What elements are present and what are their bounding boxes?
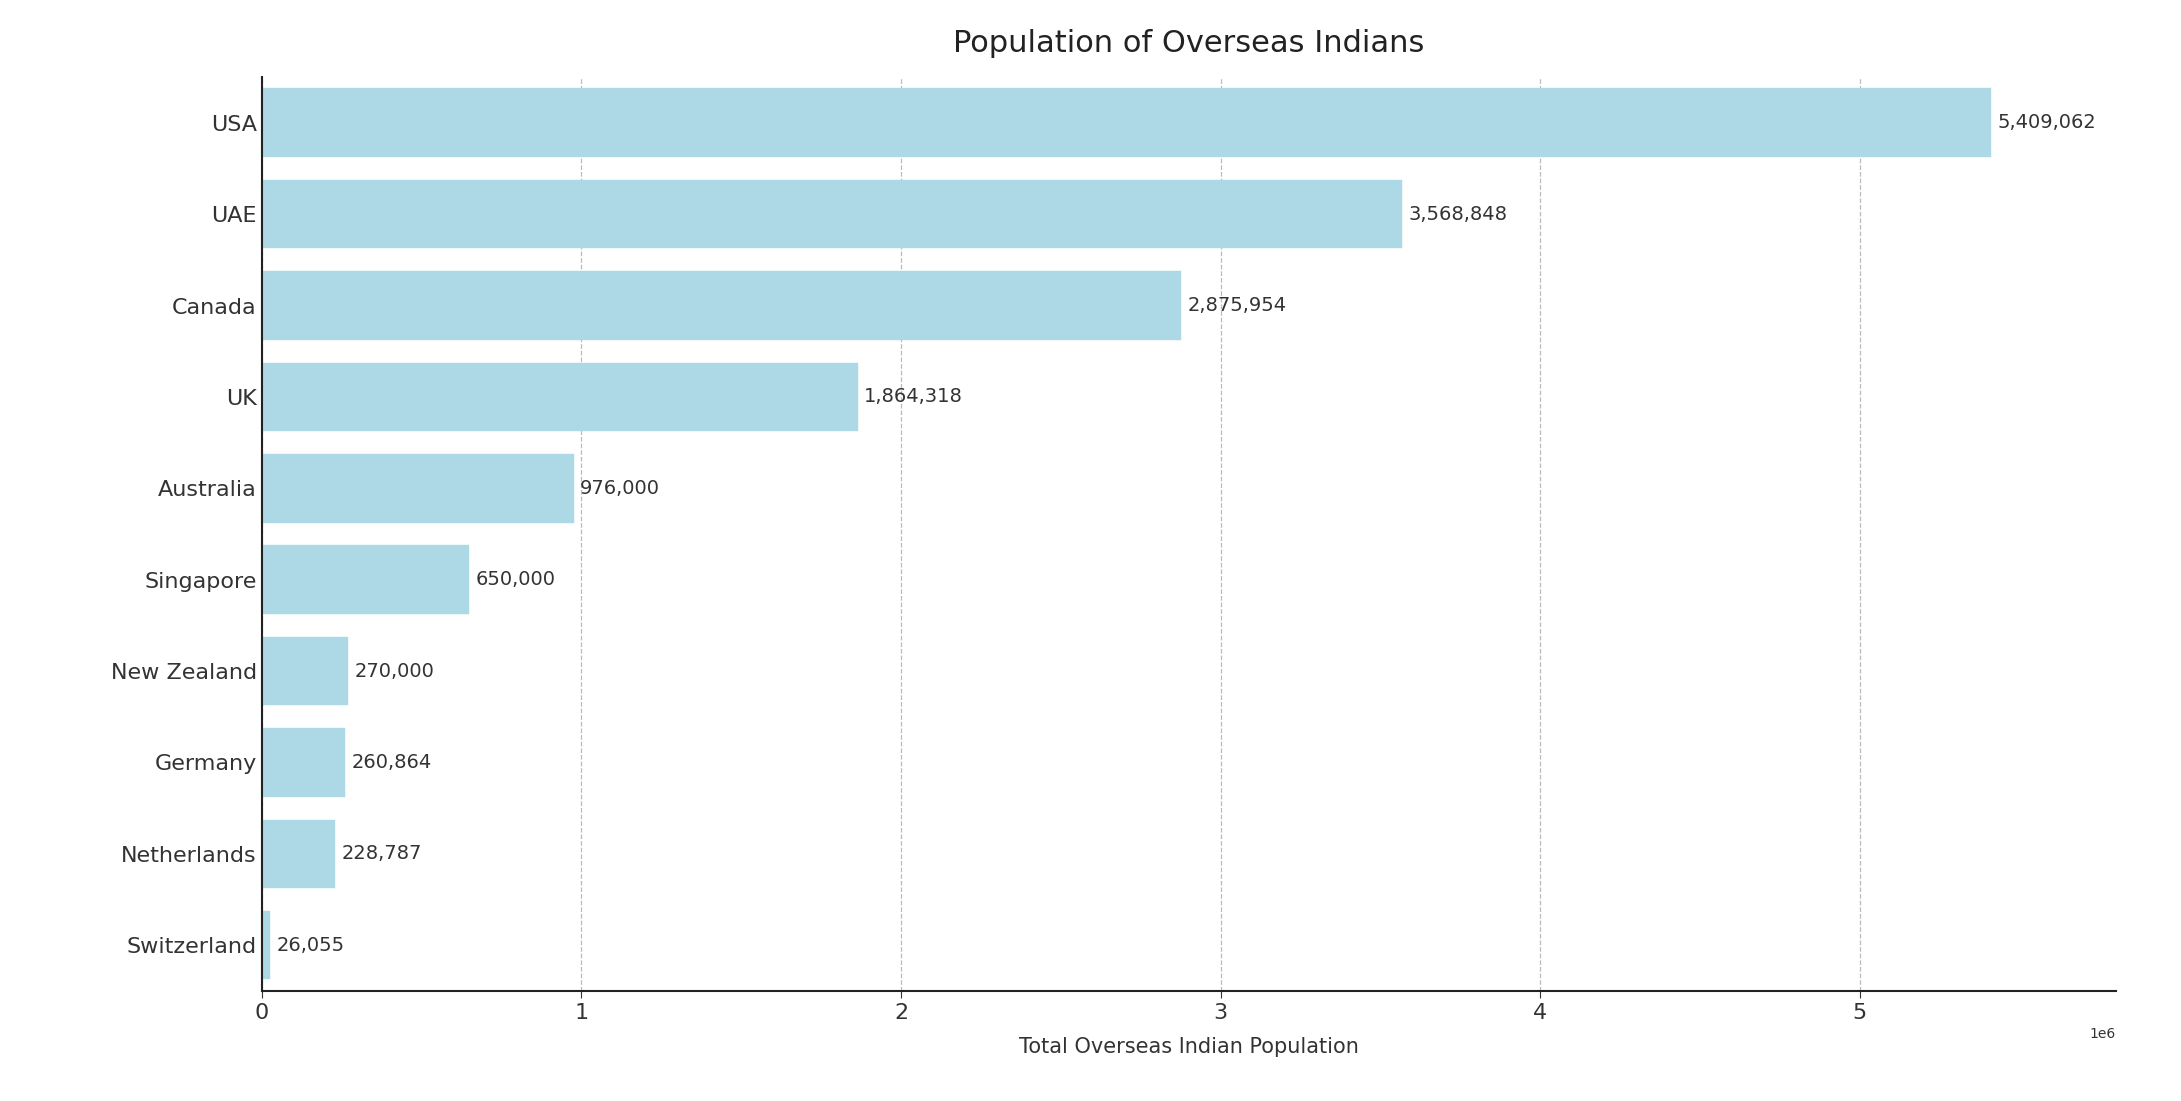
Bar [262,911,270,980]
Bar [262,179,1402,249]
Bar [262,545,469,614]
Text: 2,875,954: 2,875,954 [1186,296,1287,315]
Text: 5,409,062: 5,409,062 [1998,113,2096,132]
Title: Population of Overseas Indians: Population of Overseas Indians [953,29,1424,58]
Bar [262,819,336,889]
Text: 26,055: 26,055 [277,936,345,955]
Bar [262,88,1991,157]
Bar [262,728,345,797]
Text: 650,000: 650,000 [475,570,556,589]
Text: 1,864,318: 1,864,318 [864,388,962,406]
Text: 228,787: 228,787 [340,844,421,863]
Text: 270,000: 270,000 [353,662,434,680]
Text: 976,000: 976,000 [580,479,661,498]
Text: 260,864: 260,864 [351,753,432,772]
Bar [262,362,857,432]
Text: 3,568,848: 3,568,848 [1409,205,1507,224]
Bar [262,636,349,706]
X-axis label: Total Overseas Indian Population: Total Overseas Indian Population [1019,1037,1359,1057]
Bar [262,454,574,523]
Bar [262,271,1180,340]
